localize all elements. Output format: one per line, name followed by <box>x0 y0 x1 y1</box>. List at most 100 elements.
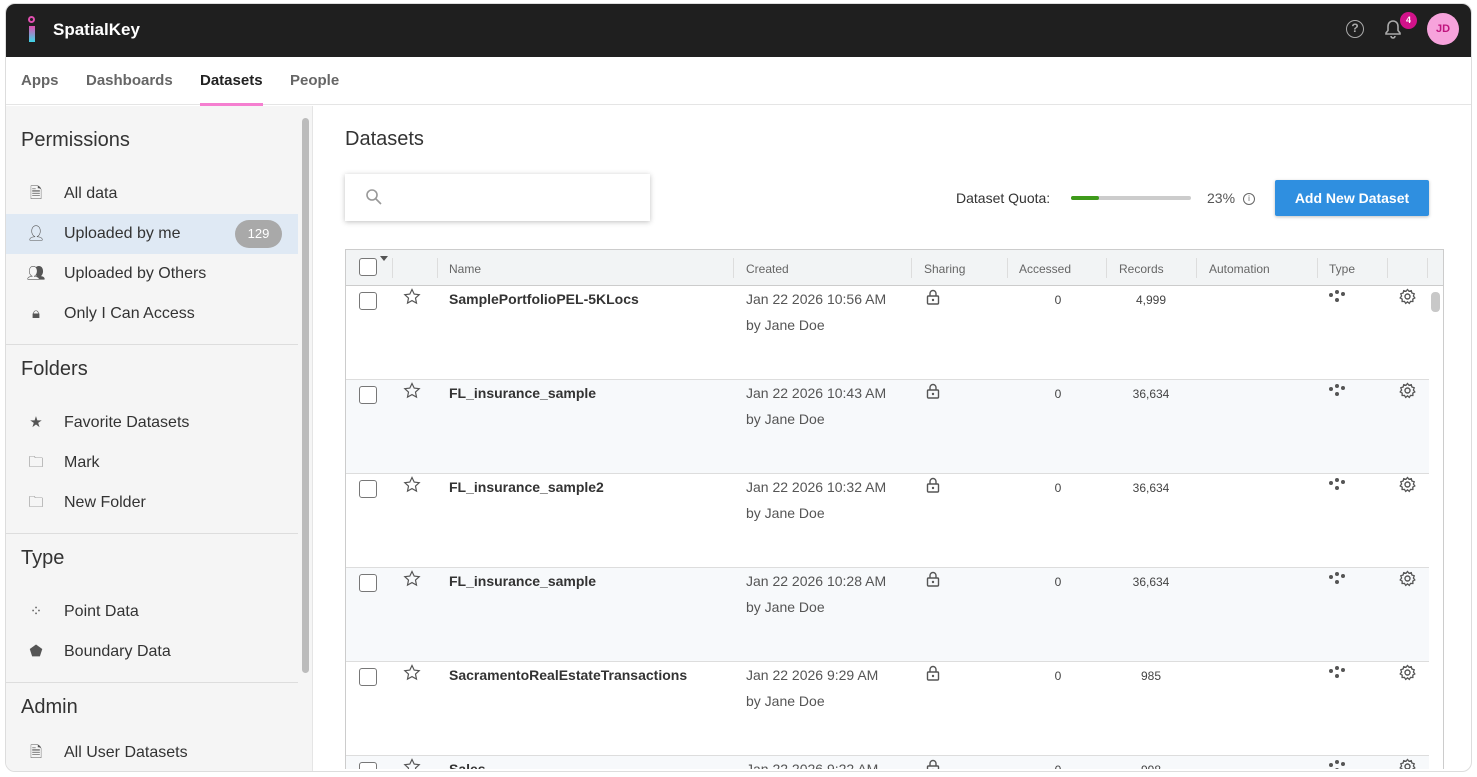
search-input[interactable] <box>345 174 650 221</box>
point-data-icon <box>1329 290 1345 302</box>
sidebar-item-uploaded-by-me[interactable]: 👤︎ Uploaded by me 129 <box>6 214 298 254</box>
sidebar-item-uploaded-by-others[interactable]: 👥︎ Uploaded by Others <box>6 254 298 294</box>
dataset-name[interactable]: Sales <box>449 761 486 769</box>
tab-datasets[interactable]: Datasets <box>200 72 263 106</box>
column-name[interactable]: Name <box>449 262 482 276</box>
star-icon[interactable] <box>403 476 421 494</box>
avatar[interactable]: JD <box>1427 13 1459 45</box>
row-checkbox[interactable] <box>359 668 377 686</box>
sidebar-item-label: New Folder <box>64 494 146 511</box>
lock-icon <box>926 665 940 681</box>
caret-down-icon[interactable] <box>380 256 388 261</box>
column-records[interactable]: Records <box>1119 262 1164 276</box>
star-icon[interactable] <box>403 758 421 769</box>
sidebar-item-boundary-data[interactable]: ⬟ Boundary Data <box>6 632 298 672</box>
quota-percent: 23% <box>1207 190 1236 206</box>
users-icon: 👥︎ <box>26 265 46 282</box>
row-checkbox[interactable] <box>359 480 377 498</box>
dataset-name[interactable]: FL_insurance_sample <box>449 573 597 589</box>
dataset-name[interactable]: SamplePortfolioPEL-5KLocs <box>449 291 639 307</box>
user-plus-icon: 👤︎ <box>26 225 46 242</box>
sidebar-item-mark[interactable]: 🗀 Mark <box>6 443 298 483</box>
table-row[interactable]: FL_insurance_sample2 Jan 22 2026 10:32 A… <box>346 474 1429 568</box>
accessed-count: 0 <box>1054 387 1062 401</box>
gear-icon[interactable] <box>1399 288 1416 305</box>
gear-icon[interactable] <box>1399 382 1416 399</box>
lock-icon <box>926 759 940 769</box>
star-icon[interactable] <box>403 570 421 588</box>
star-icon: ★ <box>29 414 43 431</box>
created-by: by Jane Doe <box>746 693 825 709</box>
sidebar-item-label: Uploaded by me <box>64 225 181 242</box>
row-checkbox[interactable] <box>359 762 377 769</box>
help-icon[interactable]: ? <box>1346 20 1364 38</box>
sidebar-item-label: Boundary Data <box>64 643 171 660</box>
table-row[interactable]: SamplePortfolioPEL-5KLocs Jan 22 2026 10… <box>346 286 1429 380</box>
accessed-count: 0 <box>1054 481 1062 495</box>
select-all-checkbox[interactable] <box>359 258 377 276</box>
lock-icon: 🔒︎ <box>32 305 40 322</box>
info-icon[interactable]: i <box>1243 193 1255 205</box>
dataset-name[interactable]: FL_insurance_sample2 <box>449 479 604 495</box>
lock-icon <box>926 571 940 587</box>
table-scrollbar[interactable] <box>1431 292 1440 312</box>
accessed-count: 0 <box>1036 763 1080 769</box>
column-automation[interactable]: Automation <box>1209 262 1270 276</box>
folder-icon: 🗀 <box>28 454 44 471</box>
table-row[interactable]: Sales Jan 22 2026 9:22 AM 0 998 <box>346 756 1429 769</box>
column-accessed[interactable]: Accessed <box>1019 262 1072 276</box>
folders-heading: Folders <box>21 358 88 380</box>
column-sharing[interactable]: Sharing <box>924 262 966 276</box>
gear-icon[interactable] <box>1399 570 1416 587</box>
table-row[interactable]: FL_insurance_sample Jan 22 2026 10:28 AM… <box>346 568 1429 662</box>
quota-progress-bar <box>1071 196 1191 200</box>
sidebar-item-label: All User Datasets <box>64 744 188 761</box>
star-icon[interactable] <box>403 382 421 400</box>
column-type[interactable]: Type <box>1329 262 1356 276</box>
datasets-table: Name Created Sharing Accessed Records Au… <box>345 249 1444 769</box>
gear-icon[interactable] <box>1399 476 1416 493</box>
sidebar-item-all-user-datasets[interactable]: 🗎 All User Datasets <box>6 733 298 771</box>
sidebar-item-point-data[interactable]: ⁘ Point Data <box>6 592 298 632</box>
sidebar-item-label: Mark <box>64 454 100 471</box>
divider <box>6 533 298 534</box>
created-by: by Jane Doe <box>746 599 825 615</box>
admin-heading: Admin <box>21 696 78 718</box>
notification-badge: 4 <box>1400 12 1417 29</box>
tab-dashboards[interactable]: Dashboards <box>86 72 173 89</box>
main-nav: Apps Dashboards Datasets People <box>6 57 1471 106</box>
tab-apps[interactable]: Apps <box>21 72 59 89</box>
row-checkbox[interactable] <box>359 292 377 310</box>
top-bar: SpatialKey ? 4 JD <box>6 4 1471 57</box>
type-heading: Type <box>21 547 65 569</box>
sidebar-item-label: All data <box>64 185 118 202</box>
add-new-dataset-button[interactable]: Add New Dataset <box>1275 180 1429 216</box>
bell-icon[interactable] <box>1384 19 1402 39</box>
points-icon: ⁘ <box>29 603 43 620</box>
sidebar-scrollbar[interactable] <box>302 118 309 673</box>
tab-people[interactable]: People <box>290 72 340 89</box>
dataset-name[interactable]: FL_insurance_sample <box>449 385 597 401</box>
sidebar-item-only-i-can-access[interactable]: 🔒︎ Only I Can Access <box>6 294 298 334</box>
sidebar-item-favorite-datasets[interactable]: ★ Favorite Datasets <box>6 403 298 443</box>
quota-label: Dataset Quota: <box>956 190 1051 206</box>
records-count: 985 <box>1140 669 1162 683</box>
gear-icon[interactable] <box>1399 664 1416 681</box>
row-checkbox[interactable] <box>359 574 377 592</box>
folder-plus-icon: 🗀 <box>28 494 44 511</box>
document-icon: 🗎 <box>29 185 43 202</box>
table-row[interactable]: FL_insurance_sample Jan 22 2026 10:43 AM… <box>346 380 1429 474</box>
table-row[interactable]: SacramentoRealEstateTransactions Jan 22 … <box>346 662 1429 756</box>
column-created[interactable]: Created <box>746 262 789 276</box>
star-icon[interactable] <box>403 288 421 306</box>
dataset-name[interactable]: SacramentoRealEstateTransactions <box>449 667 688 683</box>
created-date: Jan 22 2026 10:32 AM <box>746 479 887 495</box>
created-date: Jan 22 2026 10:28 AM <box>746 573 887 589</box>
gear-icon[interactable] <box>1399 758 1416 769</box>
sidebar-item-label: Only I Can Access <box>64 305 195 322</box>
permissions-heading: Permissions <box>21 129 130 151</box>
row-checkbox[interactable] <box>359 386 377 404</box>
sidebar-item-new-folder[interactable]: 🗀 New Folder <box>6 483 298 523</box>
sidebar-item-all-data[interactable]: 🗎 All data <box>6 174 298 214</box>
star-icon[interactable] <box>403 664 421 682</box>
